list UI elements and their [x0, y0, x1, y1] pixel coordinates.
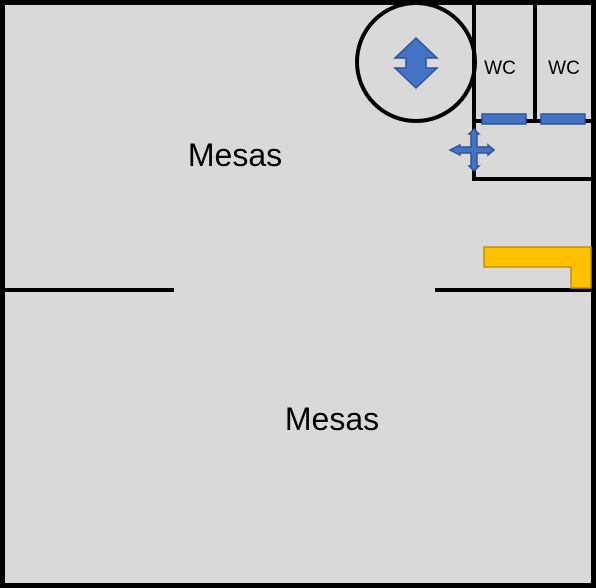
wc-left-label: WC — [484, 58, 516, 79]
up-down-arrow-icon — [393, 36, 439, 90]
counter-shape — [483, 246, 592, 289]
wc-right-door — [540, 113, 586, 125]
stair-circle — [355, 1, 477, 123]
wc-left-door — [481, 113, 527, 125]
wc-right-label: WC — [548, 58, 580, 79]
room-label-upper: Mesas — [188, 137, 282, 173]
room-label-lower: Mesas — [285, 401, 379, 437]
four-way-arrow-icon — [448, 127, 496, 173]
